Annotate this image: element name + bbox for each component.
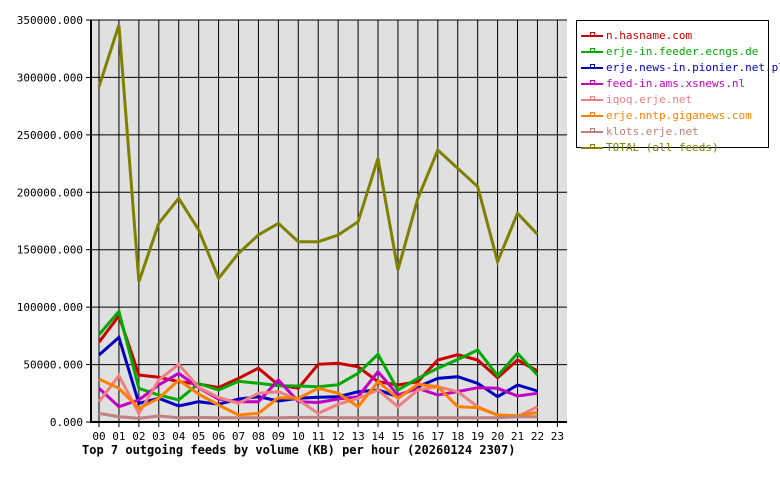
legend-item: klots.erje.net [577,123,768,139]
x-tick-label: 05 [192,430,205,443]
series-line-iqoq-erje-net [97,362,539,419]
legend-item: n.hasname.com [577,27,768,43]
series-line-feed-in-ams-xsnews-nl [97,369,538,409]
legend-item: iqoq.erje.net [577,91,768,107]
legend-line-marker-icon [581,31,603,39]
x-axis-ticks: 00 01 02 03 04 05 06 07 08 09 10 11 12 13 14 15 16 17 18 19… [92,422,564,443]
legend-line-marker-icon [581,127,603,135]
x-tick-label: 17 [431,430,444,443]
x-tick-label: 02 [132,430,145,443]
x-tick-label: 20 [491,430,504,443]
legend-line-marker-icon [581,79,603,87]
legend-item: erje.news-in.pionier.net.pl [577,59,780,75]
series-line-erje-news-in-pionier-net-pl [98,334,538,408]
legend-item: TOTAL (all feeds) [577,139,768,155]
y-axis-ticks: 0.000 50000.000 100000.000 150000.000 200000… [17,14,91,429]
y-tick-label: 250000.000 [17,129,83,142]
legend-line-marker-icon [581,143,603,151]
legend-item: erje.nntp.giganews.com [577,107,768,123]
x-tick-label: 19 [471,430,484,443]
legend-label: klots.erje.net [606,124,699,138]
series-line-erje-in-feeder-ecngs-de [97,308,539,402]
y-tick-label: 50000.000 [23,359,83,372]
x-tick-label: 06 [212,430,225,443]
legend-label: TOTAL (all feeds) [606,140,719,154]
legend-label: n.hasname.com [606,28,693,42]
legend-label: feed-in.ams.xsnews.nl [606,76,746,90]
x-tick-label: 18 [451,430,464,443]
x-tick-label: 16 [411,430,424,443]
x-tick-label: 12 [332,430,345,443]
legend: n.hasname.com erje-in.feeder.ecngs.de erje… [576,20,780,154]
series-line-total-all-feeds- [97,24,539,283]
y-tick-label: 100000.000 [17,301,83,314]
legend-label: erje-in.feeder.ecngs.de [606,44,759,58]
y-tick-label: 150000.000 [17,244,83,257]
y-tick-label: 0.000 [50,416,83,429]
x-tick-label: 10 [292,430,305,443]
x-tick-label: 04 [172,430,186,443]
chart-title: Top 7 outgoing feeds by volume (KB) per … [82,443,516,457]
legend-item: feed-in.ams.xsnews.nl [577,75,768,91]
x-tick-label: 22 [531,430,544,443]
x-tick-label: 09 [272,430,285,443]
x-tick-label: 15 [391,430,404,443]
series-line-erje-nntp-giganews-com [98,377,538,418]
x-tick-label: 13 [351,430,364,443]
y-tick-label: 200000.000 [17,186,83,199]
legend-label: erje.news-in.pionier.net.pl [606,60,780,74]
series-lines [97,24,539,420]
legend-label: erje.nntp.giganews.com [606,108,752,122]
y-tick-label: 350000.000 [17,14,83,27]
legend-line-marker-icon [581,63,603,71]
x-tick-label: 23 [551,430,564,443]
x-tick-label: 01 [112,430,125,443]
x-tick-label: 07 [232,430,245,443]
x-tick-label: 21 [511,430,524,443]
x-tick-label: 03 [152,430,165,443]
legend-line-marker-icon [581,111,603,119]
legend-item: erje-in.feeder.ecngs.de [577,43,768,59]
x-tick-label: 14 [371,430,385,443]
x-tick-label: 11 [312,430,325,443]
series-line-klots-erje-net [98,411,538,420]
legend-line-marker-icon [581,47,603,55]
legend-line-marker-icon [581,95,603,103]
y-tick-label: 300000.000 [17,71,83,84]
x-tick-label: 08 [252,430,265,443]
legend-label: iqoq.erje.net [606,92,693,106]
x-tick-label: 00 [92,430,105,443]
